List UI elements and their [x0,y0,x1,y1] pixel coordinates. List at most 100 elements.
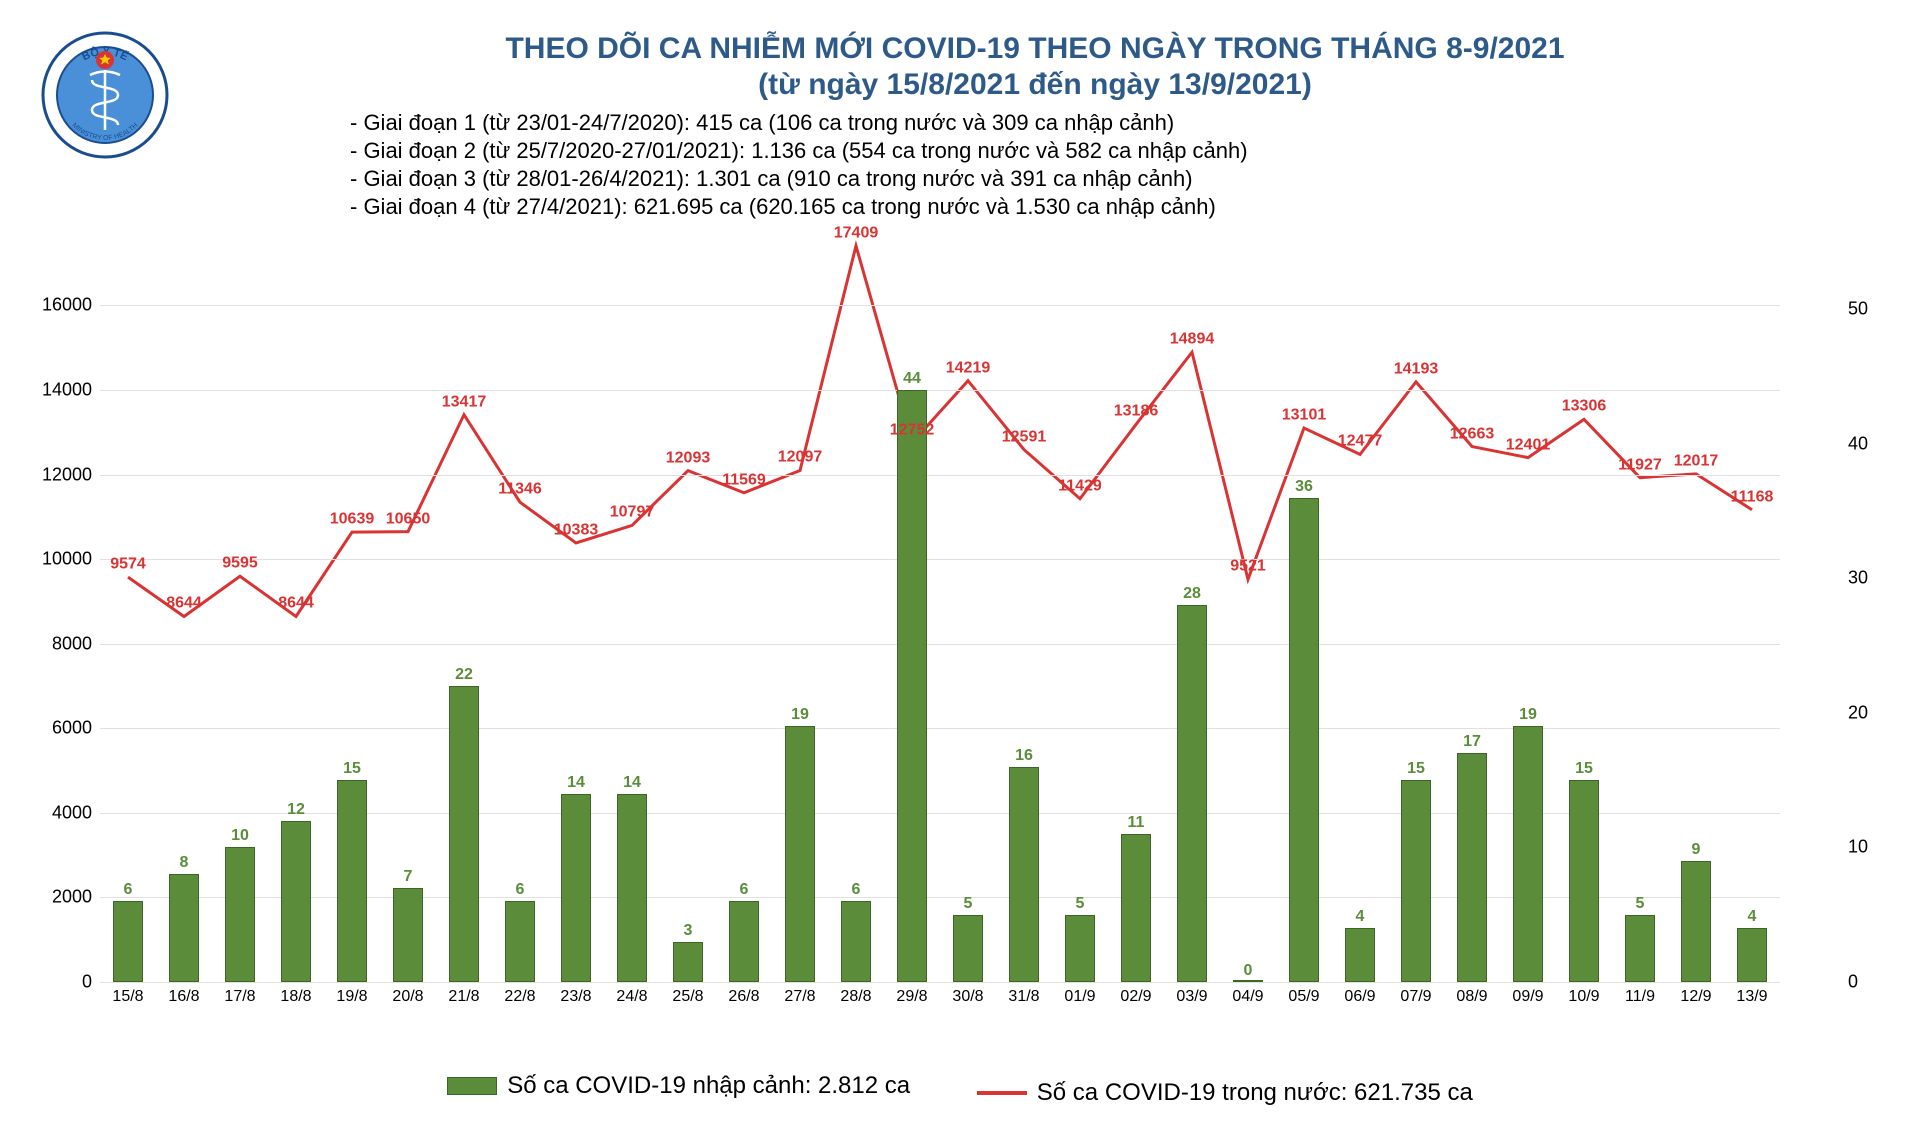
bar [561,794,592,982]
bar [841,901,872,982]
line-value-label: 11927 [1618,456,1662,474]
bar-value-label: 4 [1748,908,1757,926]
bar [1569,780,1600,982]
bar [505,901,536,982]
line-value-label: 10650 [386,510,431,528]
xtick: 18/8 [280,982,311,1006]
phase-1: - Giai đoạn 1 (từ 23/01-24/7/2020): 415 … [350,110,1880,136]
line-value-label: 9574 [110,556,146,574]
bar-value-label: 4 [1356,908,1365,926]
bar-value-label: 8 [180,854,189,872]
bar-value-label: 10 [231,827,249,845]
bar-value-label: 19 [1519,706,1537,724]
ytick-left: 2000 [52,887,100,908]
line-value-label: 12017 [1674,452,1719,470]
line-value-label: 9521 [1230,558,1266,576]
legend: Số ca COVID-19 nhập cảnh: 2.812 ca Số ca… [20,1072,1900,1107]
line-value-label: 12477 [1338,433,1383,451]
bar-value-label: 15 [1407,760,1425,778]
ytick-left: 6000 [52,718,100,739]
xtick: 24/8 [616,982,647,1006]
line-value-label: 8644 [166,595,202,613]
ytick-right: 0 [1780,972,1858,993]
xtick: 02/9 [1120,982,1151,1006]
ytick-left: 10000 [42,549,100,570]
bar-value-label: 0 [1244,962,1253,980]
bar [169,874,200,982]
bar-value-label: 9 [1692,841,1701,859]
bar [281,821,312,982]
phases-block: - Giai đoạn 1 (từ 23/01-24/7/2020): 415 … [190,110,1880,220]
legend-line-swatch [977,1091,1027,1095]
ministry-logo: BỘ Y TẾ MINISTRY OF HEALTH [40,30,170,160]
gridline [100,390,1780,391]
line-value-label: 8644 [278,595,314,613]
bar-value-label: 6 [740,881,749,899]
xtick: 27/8 [784,982,815,1006]
bar [729,901,760,982]
xtick: 26/8 [728,982,759,1006]
xtick: 17/8 [224,982,255,1006]
bar-value-label: 6 [852,881,861,899]
bar [1513,726,1544,982]
xtick: 05/9 [1288,982,1319,1006]
line-value-label: 10383 [554,521,599,539]
bar [1737,928,1768,982]
gridline [100,305,1780,306]
bar-value-label: 6 [516,881,525,899]
bar-value-label: 28 [1183,585,1201,603]
line-value-label: 12663 [1450,425,1495,443]
line-value-label: 11346 [498,481,542,499]
bar [953,915,984,982]
phase-4: - Giai đoạn 4 (từ 27/4/2021): 621.695 ca… [350,194,1880,220]
ytick-left: 16000 [42,295,100,316]
xtick: 07/9 [1400,982,1431,1006]
phase-3: - Giai đoạn 3 (từ 28/01-26/4/2021): 1.30… [350,166,1880,192]
xtick: 01/9 [1064,982,1095,1006]
legend-line: Số ca COVID-19 trong nước: 621.735 ca [977,1079,1473,1107]
title-line-2: (từ ngày 15/8/2021 đến ngày 13/9/2021) [190,68,1880,102]
ytick-right: 20 [1780,702,1868,723]
ytick-left: 14000 [42,380,100,401]
bar [1457,753,1488,982]
phase-2: - Giai đoạn 2 (từ 25/7/2020-27/01/2021):… [350,138,1880,164]
bar-value-label: 12 [287,801,305,819]
bar-value-label: 7 [404,868,413,886]
xtick: 15/8 [112,982,143,1006]
header: BỘ Y TẾ MINISTRY OF HEALTH THEO DÕI CA N… [20,20,1900,222]
ytick-right: 50 [1780,299,1868,320]
bar [225,847,256,982]
bar [1345,928,1376,982]
line-value-label: 12097 [778,449,823,467]
line-value-label: 12401 [1506,436,1551,454]
line-value-label: 12591 [1002,428,1047,446]
bar-value-label: 15 [343,760,361,778]
bar [113,901,144,982]
title-block: THEO DÕI CA NHIỄM MỚI COVID-19 THEO NGÀY… [190,30,1880,222]
legend-bar-swatch [447,1077,497,1095]
ytick-left: 12000 [42,464,100,485]
bar [1065,915,1096,982]
bar-value-label: 14 [567,774,585,792]
xtick: 06/9 [1344,982,1375,1006]
bar [1681,861,1712,982]
xtick: 10/9 [1568,982,1599,1006]
bar-value-label: 5 [1076,895,1085,913]
chart-area: 0200040006000800010000120001400016000010… [100,242,1840,1022]
bar-value-label: 6 [124,881,133,899]
ytick-right: 30 [1780,568,1868,589]
xtick: 23/8 [560,982,591,1006]
bar-value-label: 14 [623,774,641,792]
line-value-label: 11569 [722,471,766,489]
xtick: 25/8 [672,982,703,1006]
ytick-left: 0 [82,972,100,993]
xtick: 30/8 [952,982,983,1006]
ytick-right: 10 [1780,837,1868,858]
chart-container: BỘ Y TẾ MINISTRY OF HEALTH THEO DÕI CA N… [20,20,1900,1123]
legend-bar: Số ca COVID-19 nhập cảnh: 2.812 ca [447,1072,910,1100]
ytick-right: 40 [1780,433,1868,454]
xtick: 08/9 [1456,982,1487,1006]
line-value-label: 13186 [1114,403,1159,421]
gridline [100,644,1780,645]
xtick: 03/9 [1176,982,1207,1006]
